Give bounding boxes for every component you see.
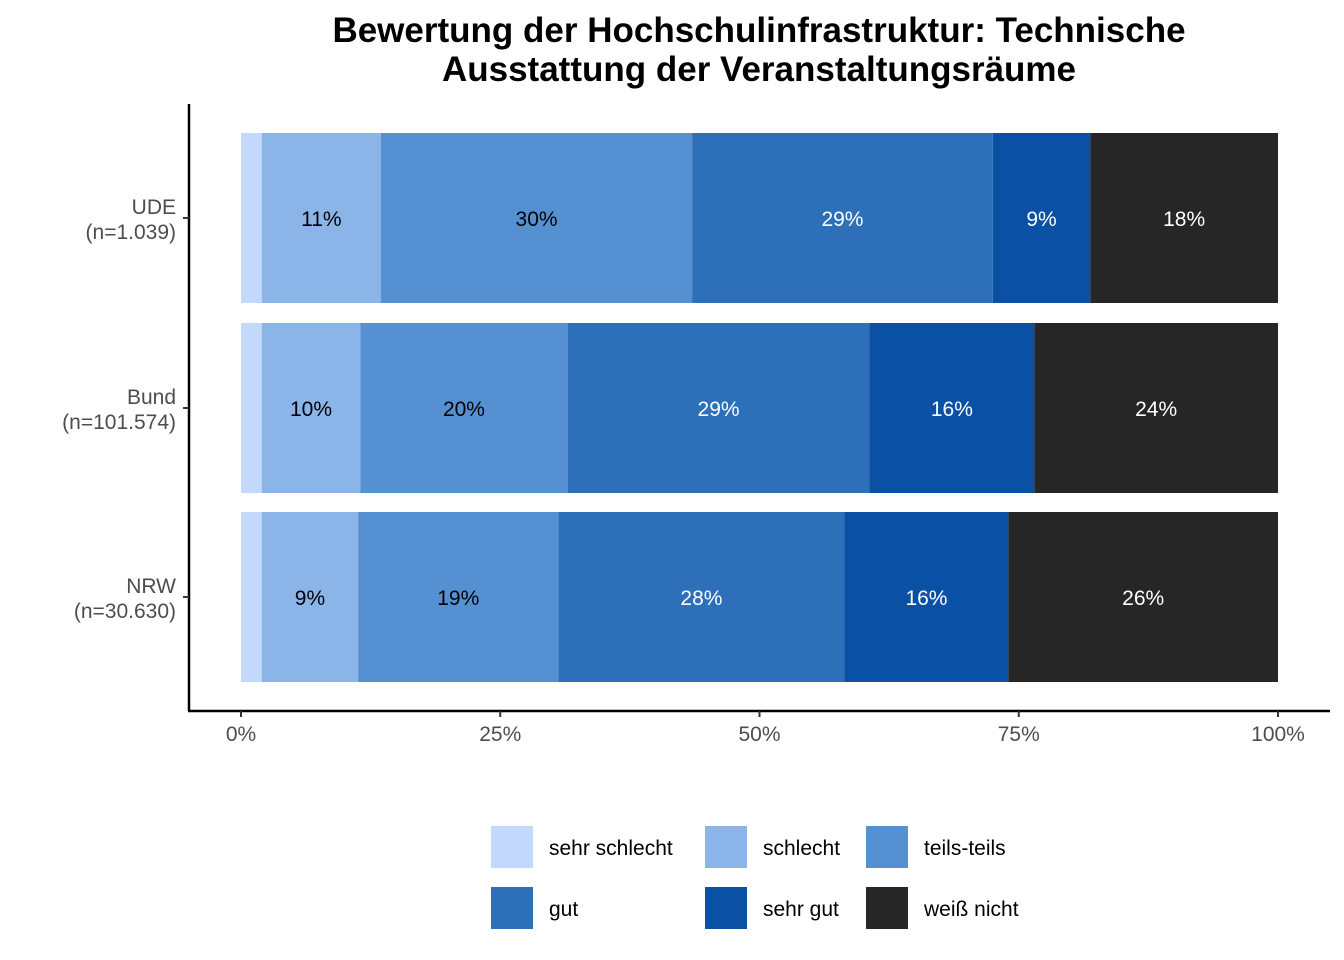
- bar-segment-bund-weiss-nicht: [1034, 323, 1278, 493]
- bars-group: 11% 30% 29% 9% 18% 10% 20% 29% 16% 24% 9% 19% 28% 16%…: [241, 133, 1278, 682]
- axes-group: UDE(n=1.039) Bund(n=101.574) NRW(n=30.630)…: [62, 104, 1330, 746]
- bar-ude: 11% 30% 29% 9% 18%: [241, 133, 1278, 303]
- data-label-ude-weiss-nicht: 18%: [1163, 208, 1205, 231]
- y-tick-label-nrw: NRW: [126, 575, 176, 598]
- x-tick-label-100: 100%: [1251, 723, 1305, 746]
- legend-item-sehr-gut: sehr gut: [705, 887, 839, 929]
- legend-item-gut: gut: [491, 887, 578, 929]
- bar-nrw: 9% 19% 28% 16% 26%: [241, 512, 1278, 682]
- legend-swatch-sehr-gut: [705, 887, 747, 929]
- legend-item-sehr-schlecht: sehr schlecht: [491, 826, 673, 868]
- data-label-nrw-gut: 28%: [680, 587, 722, 610]
- bar-bund: 10% 20% 29% 16% 24%: [241, 323, 1278, 493]
- x-tick-label-50: 50%: [738, 723, 780, 746]
- legend-label-teils-teils: teils-teils: [924, 837, 1006, 860]
- data-label-bund-teils-teils: 20%: [443, 398, 485, 421]
- bar-segment-bund-gut: [567, 323, 870, 493]
- bar-segment-ude-teils-teils: [380, 133, 693, 303]
- chart-title-line-2: Ausstattung der Veranstaltungsräume: [442, 50, 1076, 89]
- x-tick-label-25: 25%: [479, 723, 521, 746]
- legend-label-gut: gut: [549, 898, 578, 921]
- bar-segment-nrw-schlecht: [261, 512, 359, 682]
- y-tick-sublabel-nrw: (n=30.630): [74, 600, 176, 623]
- bar-segment-ude-schlecht: [261, 133, 381, 303]
- legend-item-schlecht: schlecht: [705, 826, 840, 868]
- chart-title-line-1: Bewertung der Hochschulinfrastruktur: Te…: [332, 11, 1185, 50]
- legend-swatch-gut: [491, 887, 533, 929]
- data-label-ude-teils-teils: 30%: [516, 208, 558, 231]
- legend-item-weiss-nicht: weiß nicht: [866, 887, 1019, 929]
- legend-swatch-sehr-schlecht: [491, 826, 533, 868]
- bar-segment-nrw-sehr-gut: [844, 512, 1009, 682]
- y-tick-sublabel-bund: (n=101.574): [62, 411, 176, 434]
- data-label-nrw-sehr-gut: 16%: [905, 587, 947, 610]
- legend-label-sehr-schlecht: sehr schlecht: [549, 837, 673, 860]
- x-tick-label-0: 0%: [226, 723, 256, 746]
- x-tick-label-75: 75%: [998, 723, 1040, 746]
- bar-segment-ude-sehr-schlecht: [241, 133, 262, 303]
- data-label-ude-sehr-gut: 9%: [1026, 208, 1056, 231]
- bar-segment-ude-weiss-nicht: [1090, 133, 1278, 303]
- bar-segment-ude-gut: [692, 133, 993, 303]
- bar-segment-bund-sehr-gut: [869, 323, 1035, 493]
- bar-segment-ude-sehr-gut: [992, 133, 1091, 303]
- y-tick-sublabel-ude: (n=1.039): [86, 221, 176, 244]
- data-label-bund-weiss-nicht: 24%: [1135, 398, 1177, 421]
- data-label-ude-schlecht: 11%: [301, 208, 341, 231]
- bar-segment-bund-teils-teils: [360, 323, 568, 493]
- data-label-nrw-weiss-nicht: 26%: [1122, 587, 1164, 610]
- data-label-nrw-teils-teils: 19%: [437, 587, 479, 610]
- legend: sehr schlecht schlecht teils-teils gut sehr …: [491, 826, 1019, 929]
- data-label-bund-schlecht: 10%: [290, 398, 332, 421]
- bar-segment-nrw-weiss-nicht: [1008, 512, 1278, 682]
- y-tick-label-bund: Bund: [127, 386, 176, 409]
- bar-segment-nrw-sehr-schlecht: [241, 512, 262, 682]
- legend-label-schlecht: schlecht: [763, 837, 840, 860]
- data-label-nrw-schlecht: 9%: [295, 587, 325, 610]
- legend-item-teils-teils: teils-teils: [866, 826, 1006, 868]
- legend-swatch-weiss-nicht: [866, 887, 908, 929]
- bar-segment-nrw-teils-teils: [358, 512, 559, 682]
- data-label-ude-gut: 29%: [821, 208, 863, 231]
- data-label-bund-gut: 29%: [698, 398, 740, 421]
- chart-title: Bewertung der Hochschulinfrastruktur: Te…: [332, 11, 1185, 89]
- bar-segment-bund-sehr-schlecht: [241, 323, 262, 493]
- bar-segment-bund-schlecht: [261, 323, 361, 493]
- legend-label-sehr-gut: sehr gut: [763, 898, 839, 921]
- bar-segment-nrw-gut: [558, 512, 845, 682]
- legend-label-weiss-nicht: weiß nicht: [923, 898, 1019, 921]
- legend-swatch-schlecht: [705, 826, 747, 868]
- data-label-bund-sehr-gut: 16%: [931, 398, 973, 421]
- y-tick-label-ude: UDE: [132, 196, 176, 219]
- legend-swatch-teils-teils: [866, 826, 908, 868]
